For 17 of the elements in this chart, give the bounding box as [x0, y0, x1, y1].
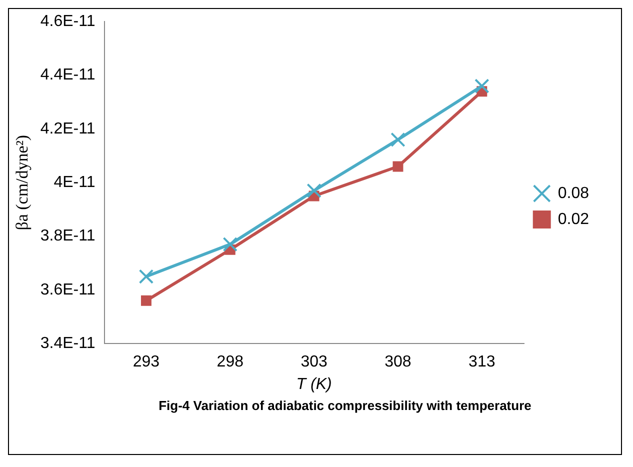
x-tick-label: 313: [468, 354, 496, 371]
x-tick-label: 298: [216, 354, 244, 371]
legend-label: 0.02: [558, 210, 590, 228]
legend-label: 0.08: [558, 184, 590, 202]
y-tick-label: 4.4E-11: [40, 66, 96, 84]
y-tick-label: 4E-11: [54, 174, 96, 192]
x-tick-label: 293: [132, 354, 160, 371]
y-tick-label: 4.2E-11: [40, 120, 96, 138]
y-tick-label: 3.8E-11: [40, 228, 96, 245]
y-tick-label: 3.6E-11: [40, 281, 96, 298]
y-tick-label: 3.4E-11: [40, 335, 96, 352]
text: Fig-4 Variation of adiabatic compressibility with temperature: [158, 398, 532, 413]
x-axis-title: T (K): [296, 376, 332, 393]
x-tick-label: 303: [300, 354, 328, 371]
y-axis-title: βa (cm/dyne²): [12, 134, 32, 230]
y-tick-label: 4.6E-11: [40, 13, 96, 30]
x-tick-label: 308: [384, 354, 412, 371]
